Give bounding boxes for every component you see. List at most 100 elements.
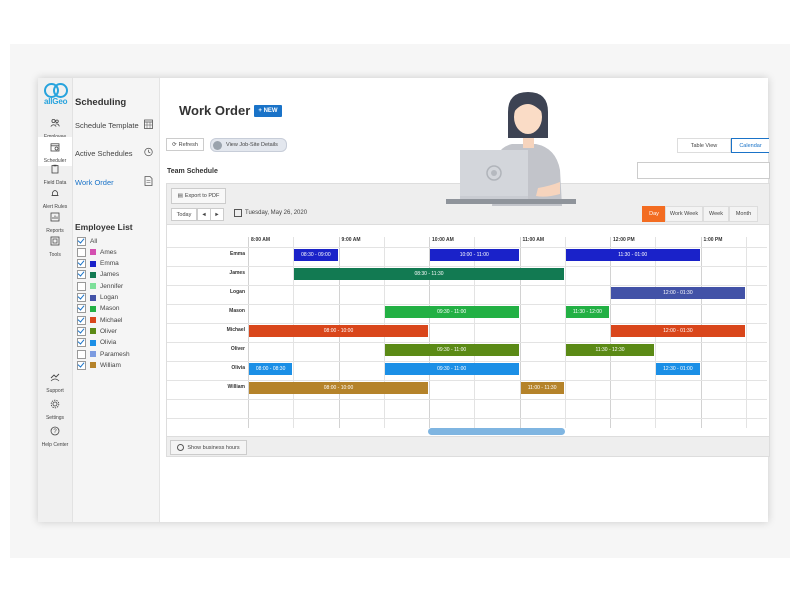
time-header: 1:00 PM <box>703 237 723 243</box>
export-pdf-button[interactable]: ▤ Export to PDF <box>171 188 226 204</box>
employee-row[interactable]: Michael <box>77 315 122 325</box>
time-header: 11:00 AM <box>522 237 545 243</box>
employee-row[interactable]: All <box>77 236 97 246</box>
resource-label: Mason <box>229 308 245 314</box>
nav-settings[interactable]: Settings <box>38 396 72 421</box>
shift-event[interactable]: 08:00 - 10:00 <box>249 325 428 337</box>
employee-checkbox[interactable] <box>77 293 86 302</box>
employee-row[interactable]: William <box>77 360 121 370</box>
employee-checkbox[interactable] <box>77 247 86 257</box>
today-button[interactable]: Today <box>171 208 197 221</box>
shift-event[interactable]: 11:30 - 01:00 <box>565 249 700 261</box>
view-month-button[interactable]: Month <box>729 206 758 222</box>
employee-row[interactable]: Ames <box>77 247 117 257</box>
employee-row[interactable]: Olivia <box>77 338 116 348</box>
new-work-order-button[interactable]: + NEW <box>254 105 282 117</box>
employee-name: Logan <box>100 294 119 301</box>
menu-work-order[interactable]: Work Order <box>75 178 114 187</box>
employee-name: William <box>100 361 121 369</box>
employee-checkbox[interactable] <box>77 281 86 291</box>
schedule-panel: ▤ Export to PDF Today ◄ ► Tuesday, May 26… <box>166 183 770 457</box>
shift-event[interactable]: 11:30 - 12:30 <box>565 344 655 356</box>
resource-label: Olivia <box>231 365 245 371</box>
nav-tools[interactable]: Tools <box>38 233 72 258</box>
help-icon: ? <box>50 426 60 436</box>
grid-line <box>519 237 521 428</box>
employee-row[interactable]: James <box>77 270 119 280</box>
nav-reports[interactable]: Reports <box>38 209 72 234</box>
employee-checkbox[interactable] <box>77 315 86 325</box>
employee-checkbox[interactable] <box>77 236 86 246</box>
users-icon <box>50 118 60 127</box>
refresh-button[interactable]: ⟳ Refresh <box>166 138 204 151</box>
job-site-details-toggle[interactable]: View Job-Site Details <box>210 138 287 152</box>
chart-icon <box>50 212 60 222</box>
employee-row[interactable]: Mason <box>77 304 120 314</box>
employee-checkbox[interactable] <box>77 270 86 280</box>
horizontal-scrollbar[interactable] <box>428 428 565 435</box>
current-date[interactable]: Tuesday, May 26, 2020 <box>234 209 307 217</box>
row-line <box>167 380 767 381</box>
shift-event[interactable]: 08:30 - 09:00 <box>294 249 338 261</box>
employee-name: Jennifer <box>100 282 124 290</box>
employee-checkbox[interactable] <box>77 326 86 336</box>
next-day-button[interactable]: ► <box>210 208 224 221</box>
nav-support[interactable]: Support <box>38 369 72 394</box>
nav-alert-rules[interactable]: Alert Rules <box>38 185 72 210</box>
shift-event[interactable]: 08:00 - 10:00 <box>249 382 428 394</box>
pdf-icon: ▤ <box>177 193 183 199</box>
shift-event[interactable]: 11:00 - 11:30 <box>520 382 564 394</box>
view-work-week-button[interactable]: Work Week <box>665 206 703 222</box>
shift-event[interactable]: 08:00 - 08:30 <box>249 363 293 375</box>
menu-active-schedules[interactable]: Active Schedules <box>75 149 133 158</box>
resource-label: William <box>227 384 245 390</box>
employee-checkbox[interactable] <box>77 304 86 314</box>
employee-color-swatch <box>90 351 96 357</box>
grid-line <box>248 237 249 428</box>
view-day-button[interactable]: Day <box>642 206 666 222</box>
employee-row[interactable]: Logan <box>77 293 118 303</box>
nav-scheduler[interactable]: Scheduler <box>38 137 72 166</box>
shift-event[interactable]: 09:30 - 11:00 <box>384 344 519 356</box>
shift-event[interactable]: 09:30 - 11:00 <box>384 306 519 318</box>
row-line <box>167 399 767 400</box>
tab-table-view[interactable]: Table View <box>677 138 731 153</box>
shift-event[interactable]: 12:00 - 01:30 <box>611 287 745 299</box>
document-icon <box>144 176 153 186</box>
shift-event[interactable]: 11:30 - 12:00 <box>565 306 609 318</box>
employee-color-swatch <box>90 260 96 267</box>
tools-icon <box>50 236 60 246</box>
search-input[interactable] <box>637 162 770 179</box>
show-business-hours-button[interactable]: Show business hours <box>170 440 247 455</box>
nav-help-center[interactable]: ? Help Center <box>38 423 72 448</box>
resource-label: Michael <box>226 327 245 333</box>
team-schedule-heading: Team Schedule <box>167 168 218 175</box>
shift-event[interactable]: 12:00 - 01:30 <box>611 325 745 337</box>
time-header: 10:00 AM <box>432 237 454 243</box>
employee-row[interactable]: Paramesh <box>77 349 130 359</box>
employee-row[interactable]: Oliver <box>77 326 117 336</box>
shift-event[interactable]: 10:00 - 11:00 <box>430 249 519 261</box>
schedule-grid: 8:00 AM 9:00 AM 10:00 AM 11:00 AM 12:00 PM 1:… <box>167 237 769 428</box>
nav-field-data[interactable]: Field Data <box>38 161 72 186</box>
resource-label: Oliver <box>230 346 245 352</box>
tab-calendar[interactable]: Calendar <box>731 138 769 153</box>
employee-row[interactable]: Jennifer <box>77 281 123 291</box>
employee-name: Mason <box>100 305 120 313</box>
prev-day-button[interactable]: ◄ <box>197 208 211 221</box>
shift-event[interactable]: 08:30 - 11:30 <box>294 268 564 280</box>
shift-event[interactable]: 09:30 - 11:00 <box>384 363 519 375</box>
shift-event[interactable]: 12:30 - 01:00 <box>656 363 700 375</box>
employee-color-swatch <box>90 362 96 369</box>
schedule-footer: Show business hours <box>167 436 769 456</box>
employee-row[interactable]: Emma <box>77 259 119 269</box>
toggle-knob <box>213 140 222 150</box>
employee-checkbox[interactable] <box>77 349 86 359</box>
menu-schedule-template[interactable]: Schedule Template <box>75 121 139 130</box>
row-line <box>167 418 767 419</box>
employee-checkbox[interactable] <box>77 259 86 269</box>
scheduling-panel: Scheduling Schedule Template Active Sche… <box>73 78 160 522</box>
employee-checkbox[interactable] <box>77 338 86 348</box>
view-week-button[interactable]: Week <box>703 206 729 222</box>
employee-checkbox[interactable] <box>77 360 86 370</box>
